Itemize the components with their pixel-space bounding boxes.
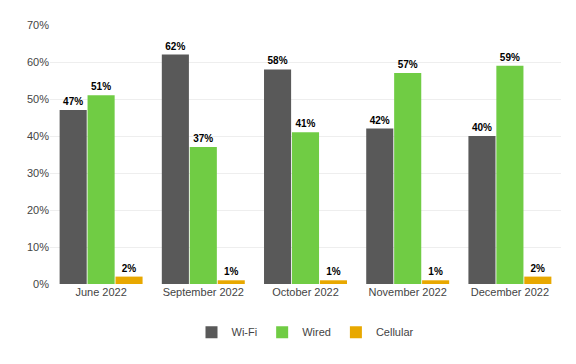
svg-text:Wi-Fi: Wi-Fi — [232, 326, 258, 338]
svg-text:42%: 42% — [370, 115, 390, 126]
svg-text:1%: 1% — [326, 266, 341, 277]
svg-text:1%: 1% — [428, 266, 443, 277]
svg-text:2%: 2% — [122, 263, 137, 274]
svg-text:1%: 1% — [224, 266, 239, 277]
svg-text:October 2022: October 2022 — [272, 286, 339, 298]
svg-text:September 2022: September 2022 — [163, 286, 244, 298]
svg-text:59%: 59% — [500, 52, 520, 63]
svg-text:10%: 10% — [27, 241, 49, 253]
svg-text:70%: 70% — [27, 19, 49, 31]
svg-text:Cellular: Cellular — [376, 326, 414, 338]
svg-text:58%: 58% — [268, 55, 288, 66]
svg-text:40%: 40% — [472, 122, 492, 133]
svg-text:Wired: Wired — [302, 326, 331, 338]
svg-text:November 2022: November 2022 — [369, 286, 447, 298]
svg-text:60%: 60% — [27, 56, 49, 68]
svg-text:51%: 51% — [91, 81, 111, 92]
svg-text:41%: 41% — [295, 118, 315, 129]
svg-text:37%: 37% — [193, 133, 213, 144]
svg-text:50%: 50% — [27, 93, 49, 105]
svg-text:40%: 40% — [27, 130, 49, 142]
svg-text:47%: 47% — [63, 96, 83, 107]
svg-text:0%: 0% — [33, 278, 49, 290]
svg-text:December 2022: December 2022 — [471, 286, 549, 298]
svg-text:57%: 57% — [398, 59, 418, 70]
svg-text:2%: 2% — [531, 263, 546, 274]
svg-text:30%: 30% — [27, 167, 49, 179]
svg-text:20%: 20% — [27, 204, 49, 216]
svg-text:June 2022: June 2022 — [75, 286, 126, 298]
svg-text:62%: 62% — [165, 41, 185, 52]
